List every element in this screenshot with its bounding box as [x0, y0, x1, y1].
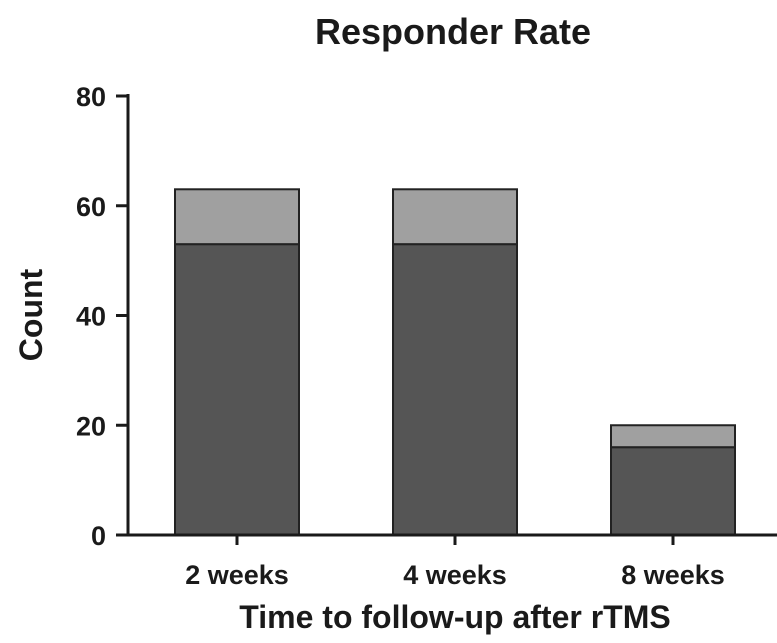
y-tick-label: 40	[76, 302, 106, 332]
bar-2-segment-2	[392, 188, 518, 246]
y-axis-label: Count	[13, 268, 49, 361]
bar-3-segment-2	[610, 424, 736, 449]
x-tick-label: 4 weeks	[403, 560, 507, 590]
bar-1-segment-1	[174, 243, 300, 536]
bar-1-segment-2	[174, 188, 300, 246]
y-tick-label: 0	[91, 521, 106, 551]
y-tick-label: 20	[76, 411, 106, 441]
bars-layer	[174, 188, 736, 537]
x-tick-label: 8 weeks	[621, 560, 725, 590]
y-tick-label: 60	[76, 192, 106, 222]
x-axis-label: Time to follow-up after rTMS	[239, 599, 670, 635]
bar-3-segment-1	[610, 446, 736, 537]
chart-title: Responder Rate	[315, 11, 591, 52]
bar-2-segment-1	[392, 243, 518, 536]
x-tick-label: 2 weeks	[185, 560, 289, 590]
y-tick-label: 80	[76, 82, 106, 112]
axes-layer: 2 weeks 4 weeks 8 weeks 0 20 40 60 80	[76, 82, 777, 590]
